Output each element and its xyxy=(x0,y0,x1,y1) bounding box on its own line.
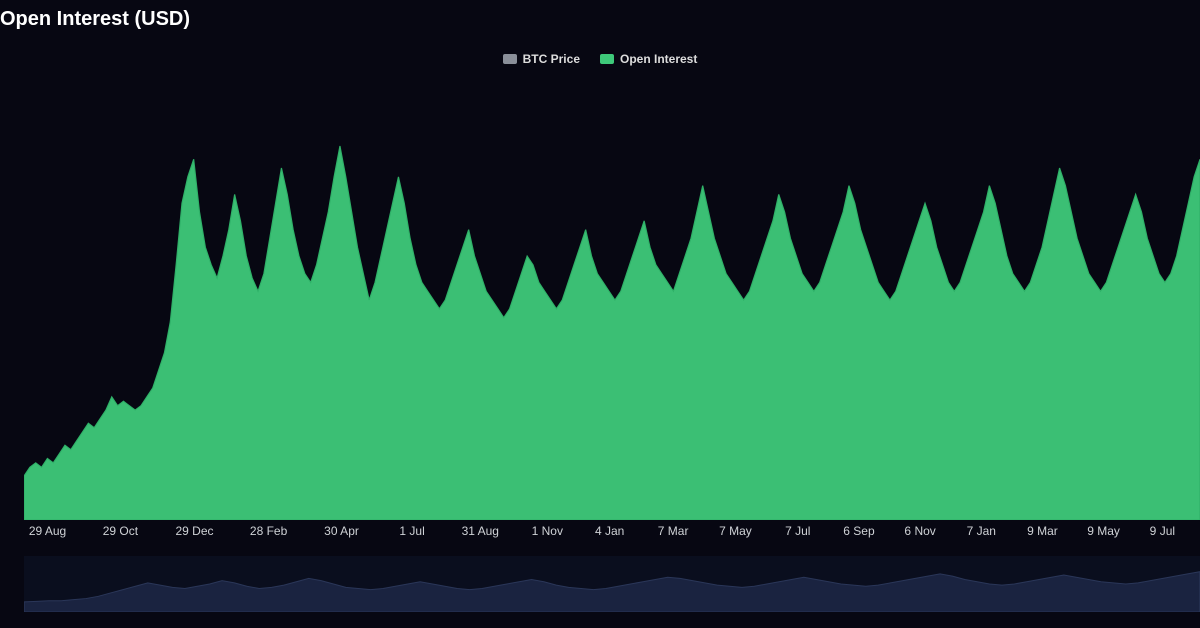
x-tick-label: 9 May xyxy=(1087,524,1120,538)
x-tick-label: 28 Feb xyxy=(250,524,287,538)
x-tick-label: 9 Mar xyxy=(1027,524,1058,538)
legend-label-oi: Open Interest xyxy=(620,52,697,66)
x-tick-label: 7 Jul xyxy=(785,524,810,538)
x-tick-label: 30 Apr xyxy=(324,524,359,538)
x-tick-label: 4 Jan xyxy=(595,524,624,538)
x-tick-label: 29 Dec xyxy=(176,524,214,538)
x-tick-label: 7 Mar xyxy=(658,524,689,538)
legend-item-open-interest[interactable]: Open Interest xyxy=(600,52,697,66)
open-interest-area-chart xyxy=(24,80,1200,520)
legend-swatch-btc xyxy=(503,54,517,64)
chart-container: Open Interest (USD) BTC Price Open Inter… xyxy=(0,0,1200,628)
chart-legend: BTC Price Open Interest xyxy=(0,52,1200,66)
legend-item-btc-price[interactable]: BTC Price xyxy=(503,52,580,66)
main-chart-area[interactable] xyxy=(24,80,1200,520)
x-tick-label: 1 Nov xyxy=(532,524,563,538)
legend-label-btc: BTC Price xyxy=(523,52,580,66)
chart-title: Open Interest (USD) xyxy=(0,8,190,31)
x-tick-label: 7 Jan xyxy=(967,524,996,538)
x-tick-label: 7 May xyxy=(719,524,752,538)
legend-swatch-oi xyxy=(600,54,614,64)
overview-area-chart xyxy=(24,556,1200,612)
x-tick-label: 31 Aug xyxy=(462,524,499,538)
x-tick-label: 29 Aug xyxy=(29,524,66,538)
overview-chart-area[interactable] xyxy=(24,556,1200,612)
x-tick-label: 6 Nov xyxy=(904,524,935,538)
x-tick-label: 29 Oct xyxy=(103,524,138,538)
x-tick-label: 1 Jul xyxy=(399,524,424,538)
x-tick-label: 6 Sep xyxy=(843,524,874,538)
x-axis: 29 Aug 29 Oct 29 Dec 28 Feb 30 Apr 1 Jul 31 Au… xyxy=(24,524,1200,548)
x-tick-label: 9 Jul xyxy=(1150,524,1175,538)
